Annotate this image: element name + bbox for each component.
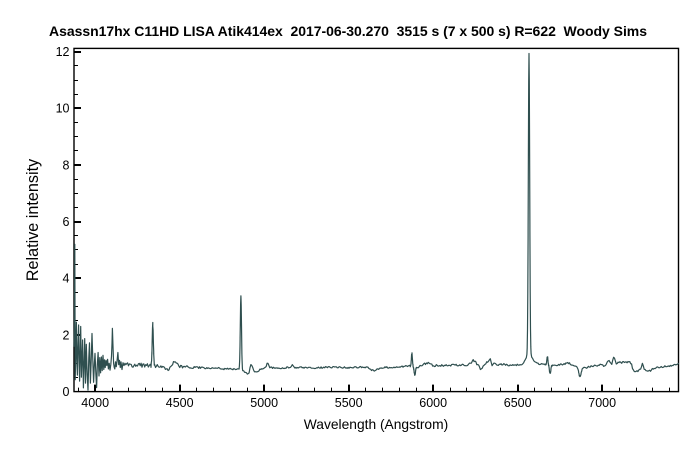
svg-text:5500: 5500 <box>335 396 363 410</box>
svg-text:Asassn17hx C11HD LISA Atik414e: Asassn17hx C11HD LISA Atik414ex 2017-06-… <box>49 23 647 39</box>
svg-text:2: 2 <box>63 328 70 342</box>
svg-text:6500: 6500 <box>504 396 532 410</box>
svg-text:4000: 4000 <box>81 396 109 410</box>
svg-text:4: 4 <box>63 272 70 286</box>
svg-text:4500: 4500 <box>166 396 194 410</box>
svg-text:Wavelength (Angstrom): Wavelength (Angstrom) <box>304 417 448 432</box>
svg-text:6000: 6000 <box>419 396 447 410</box>
svg-text:10: 10 <box>56 102 70 116</box>
svg-text:7000: 7000 <box>588 396 616 410</box>
svg-text:8: 8 <box>63 158 70 172</box>
svg-text:0: 0 <box>63 385 70 399</box>
svg-text:6: 6 <box>63 215 70 229</box>
svg-text:12: 12 <box>56 45 70 59</box>
svg-text:5000: 5000 <box>250 396 278 410</box>
svg-text:Relative intensity: Relative intensity <box>24 158 42 281</box>
